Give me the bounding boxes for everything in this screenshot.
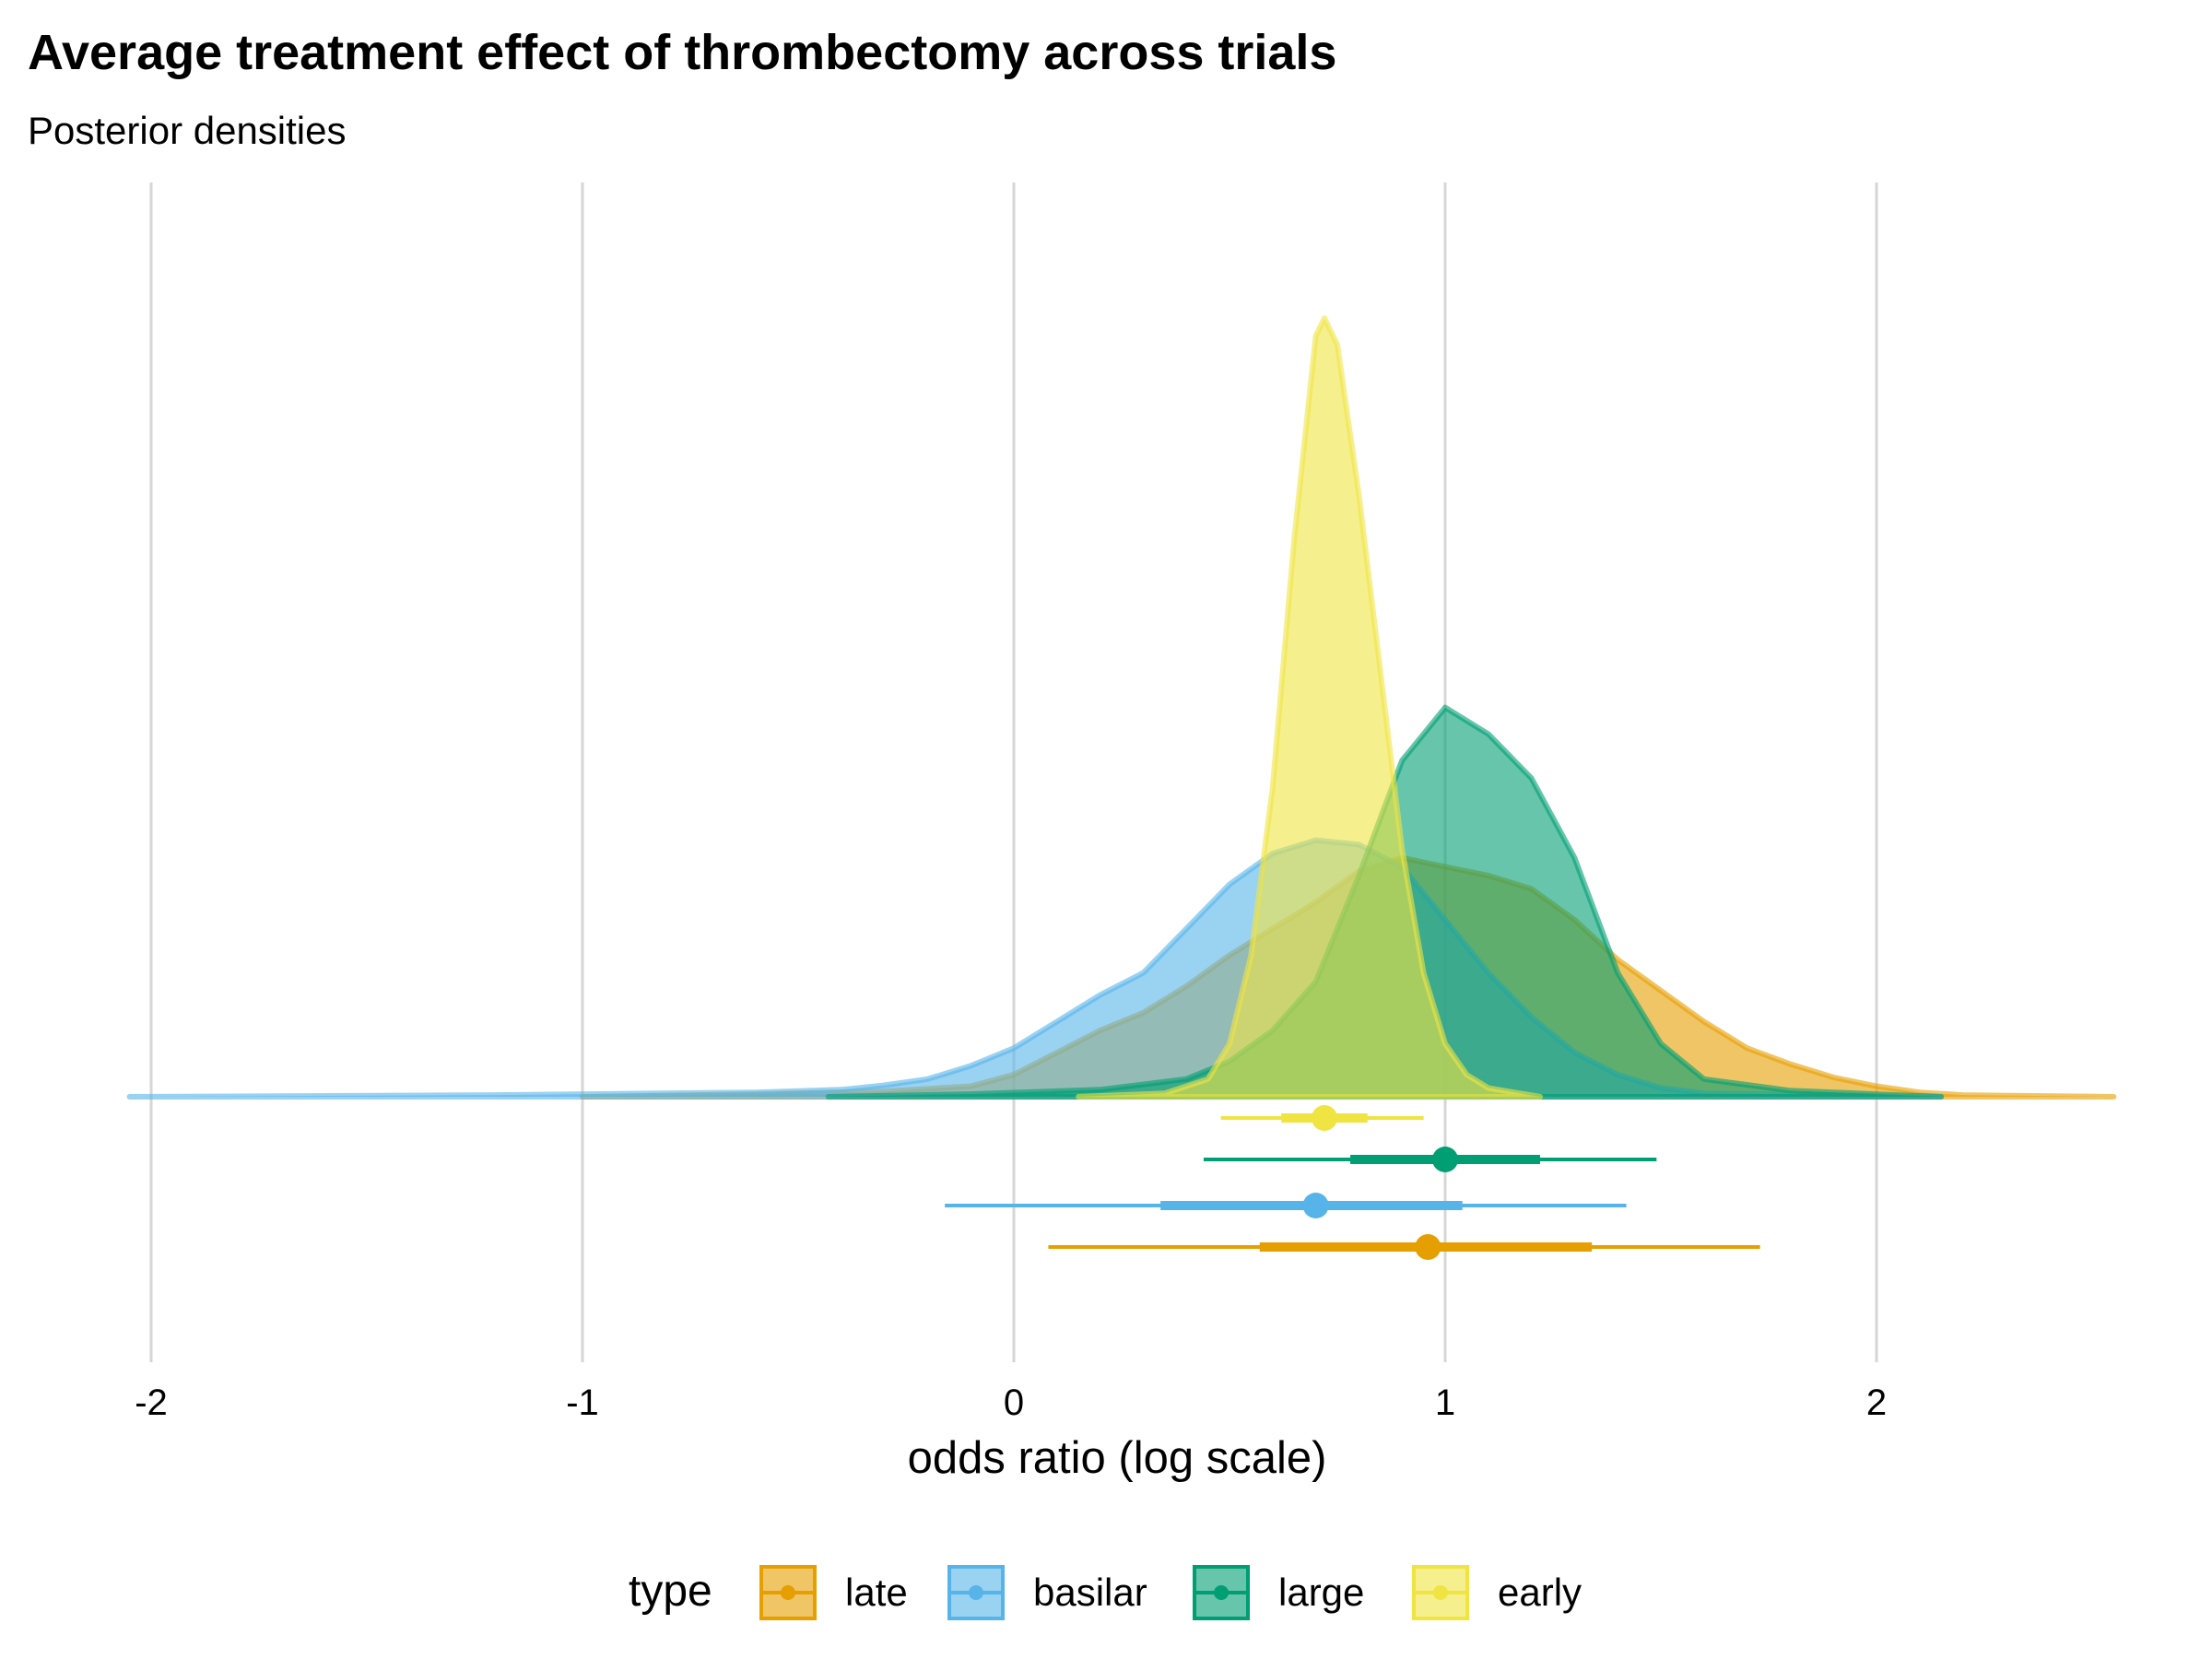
point-estimate-early	[1311, 1105, 1337, 1131]
legend-key-point-basilar	[969, 1585, 983, 1600]
legend-label-early: early	[1498, 1571, 1582, 1614]
point-estimate-large	[1432, 1147, 1458, 1172]
legend-key-point-large	[1214, 1585, 1229, 1600]
point-estimate-late	[1415, 1234, 1441, 1260]
x-tick-label: 0	[1004, 1382, 1024, 1423]
legend-label-large: large	[1278, 1571, 1364, 1614]
chart-subtitle: Posterior densities	[28, 109, 347, 152]
legend-label-basilar: basilar	[1033, 1571, 1147, 1614]
gridlines	[149, 182, 1878, 1362]
chart-title: Average treatment effect of thrombectomy…	[28, 25, 1336, 80]
point-estimate-basilar	[1302, 1193, 1329, 1218]
density-early	[1076, 315, 1543, 1100]
legend-key-point-early	[1433, 1585, 1448, 1600]
legend: type late basilar large early	[629, 1565, 1582, 1620]
legend-title: type	[629, 1567, 712, 1616]
legend-key-point-late	[781, 1585, 795, 1600]
x-tick-label: 1	[1435, 1382, 1455, 1423]
density-areas	[126, 315, 2117, 1100]
interval-bars	[945, 1105, 1760, 1260]
x-tick-label: -1	[566, 1382, 599, 1423]
x-axis-ticks: -2 -1 0 1 2	[135, 1382, 1887, 1423]
x-tick-label: -2	[135, 1382, 168, 1423]
legend-label-late: late	[845, 1571, 908, 1614]
x-axis-label: odds ratio (log scale)	[908, 1433, 1327, 1483]
x-tick-label: 2	[1866, 1382, 1887, 1423]
